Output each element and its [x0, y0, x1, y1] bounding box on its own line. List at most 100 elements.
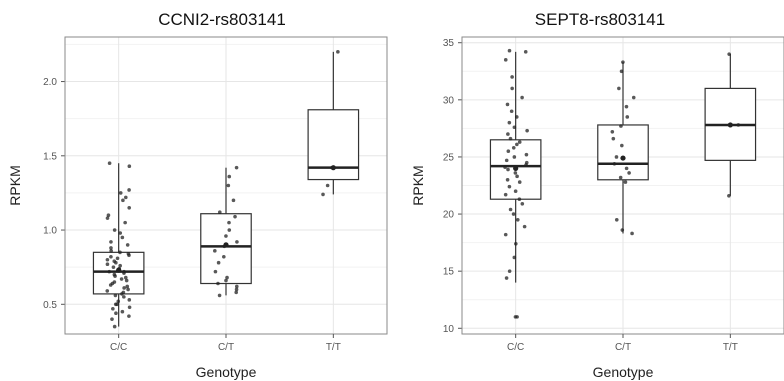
data-point	[105, 289, 110, 293]
data-point	[623, 180, 628, 184]
data-point	[514, 115, 519, 119]
data-point	[224, 234, 228, 238]
data-point	[630, 231, 634, 236]
box-iqr	[200, 213, 252, 285]
data-point	[227, 220, 231, 225]
data-point	[222, 244, 227, 249]
data-point	[517, 197, 522, 202]
data-point	[109, 249, 113, 253]
data-point	[524, 152, 529, 157]
mean-point	[620, 155, 626, 161]
x-tick-label: C/C	[110, 342, 127, 353]
data-point	[234, 290, 238, 295]
chart-title: CCNI2-rs803141	[158, 10, 286, 29]
data-point	[117, 266, 122, 271]
data-point	[619, 69, 624, 74]
data-point	[624, 104, 629, 109]
box-C-T	[597, 62, 649, 234]
data-point	[508, 207, 513, 212]
data-point	[506, 167, 510, 172]
data-point	[105, 262, 110, 267]
data-point	[124, 278, 129, 283]
data-point	[112, 259, 117, 264]
data-point	[524, 160, 529, 165]
mean-point	[727, 122, 733, 128]
data-point	[127, 314, 131, 318]
y-tick-label: 35	[443, 38, 455, 49]
data-point	[123, 275, 128, 280]
x-axis-title: Genotype	[593, 364, 654, 380]
data-point	[115, 256, 120, 261]
data-point	[234, 165, 239, 170]
data-point	[625, 115, 630, 119]
data-point	[234, 284, 239, 289]
data-point	[120, 309, 125, 314]
data-point	[727, 193, 731, 198]
data-point	[107, 269, 112, 274]
data-point	[109, 240, 113, 244]
data-point	[510, 86, 514, 91]
data-point	[121, 198, 125, 203]
y-tick-label: 0.5	[43, 300, 57, 311]
data-point	[231, 198, 236, 203]
data-point	[510, 75, 514, 79]
data-point	[512, 255, 517, 260]
data-point	[226, 183, 231, 188]
data-point	[126, 287, 130, 292]
data-point	[631, 95, 636, 100]
data-point	[612, 161, 617, 166]
data-point	[122, 269, 126, 274]
y-tick-label: 30	[443, 95, 455, 106]
data-point	[213, 269, 218, 274]
data-point	[118, 263, 122, 268]
data-point	[125, 243, 130, 247]
y-tick-label: 2.0	[43, 77, 57, 88]
data-point	[121, 290, 126, 295]
data-point	[614, 155, 619, 159]
data-point	[213, 249, 217, 253]
data-point	[520, 95, 524, 100]
y-tick-label: 10	[443, 324, 455, 335]
data-point	[321, 192, 325, 197]
data-point	[325, 183, 330, 188]
data-point	[624, 166, 629, 171]
data-point	[224, 278, 228, 283]
mean-point	[513, 165, 519, 171]
data-point	[116, 299, 121, 304]
data-point	[736, 123, 741, 127]
data-point	[118, 231, 123, 235]
data-point	[123, 220, 127, 225]
x-tick-label: C/T	[218, 342, 234, 353]
data-point	[517, 140, 522, 144]
data-point	[234, 287, 239, 292]
data-point	[112, 272, 117, 277]
data-point	[105, 216, 110, 220]
data-point	[506, 149, 511, 154]
data-point	[106, 213, 111, 217]
data-point	[619, 124, 623, 128]
y-tick-label: 20	[443, 210, 455, 221]
data-point	[216, 260, 221, 265]
data-point	[523, 50, 528, 54]
data-point	[512, 155, 517, 159]
data-point	[125, 284, 130, 289]
data-point	[330, 165, 334, 170]
data-point	[525, 128, 529, 133]
data-point	[127, 205, 132, 210]
data-point	[504, 276, 509, 280]
box-T-T	[307, 51, 360, 195]
x-tick-label: T/T	[326, 342, 341, 353]
data-point	[611, 136, 616, 141]
data-point	[503, 192, 508, 197]
data-point	[512, 125, 517, 130]
data-point	[620, 228, 625, 232]
data-point	[509, 109, 514, 114]
box-C-T	[200, 167, 252, 296]
data-point	[515, 142, 519, 147]
box-iqr	[597, 124, 649, 181]
data-point	[507, 269, 512, 273]
data-point	[520, 201, 525, 206]
data-point	[109, 254, 113, 259]
data-point	[511, 146, 516, 150]
